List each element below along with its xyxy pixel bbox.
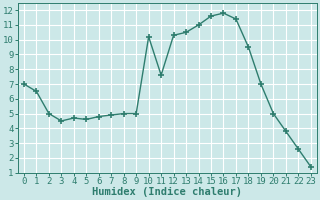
X-axis label: Humidex (Indice chaleur): Humidex (Indice chaleur) [92, 187, 242, 197]
